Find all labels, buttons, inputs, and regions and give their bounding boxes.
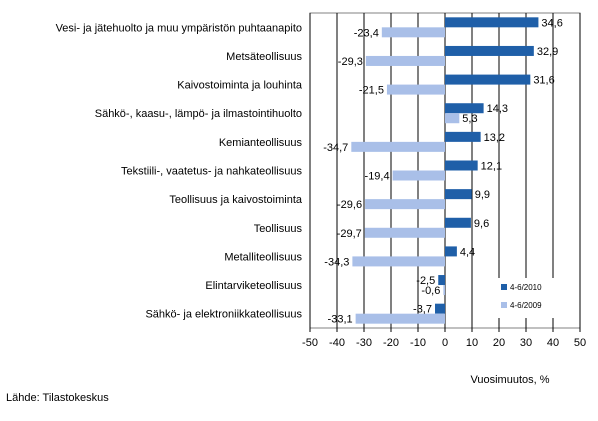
legend-box	[497, 278, 577, 318]
bar-2010	[445, 131, 481, 142]
bar-2010	[445, 74, 531, 85]
bar-2009	[365, 199, 445, 210]
bar-2009	[365, 55, 445, 66]
data-label: -29,6	[337, 199, 362, 211]
data-label: -3,7	[413, 304, 432, 316]
data-label: 13,2	[484, 132, 505, 144]
category-label: Kaivostoiminta ja louhinta	[177, 80, 303, 92]
bar-2009	[352, 256, 445, 267]
data-label: 9,6	[474, 218, 489, 230]
bar-2009	[351, 141, 445, 152]
category-label: Vesi- ja jätehuolto ja muu ympäristön pu…	[56, 22, 302, 34]
x-tick-label: -30	[356, 337, 372, 349]
bar-2009	[443, 285, 445, 296]
legend-label: 4-6/2010	[510, 283, 542, 292]
bar-2010	[445, 189, 472, 200]
bar-2010	[445, 45, 534, 56]
bar-2009	[381, 27, 445, 38]
data-label: 9,9	[475, 189, 490, 201]
data-label: 12,1	[481, 161, 502, 173]
category-label: Metsäteollisuus	[226, 51, 302, 63]
source-note: Lähde: Tilastokeskus	[6, 392, 109, 404]
data-label: -23,4	[354, 27, 379, 39]
data-label: 14,3	[487, 103, 508, 115]
bar-2009	[445, 113, 460, 124]
bar-2010	[445, 246, 457, 257]
bar-2009	[392, 170, 445, 181]
bar-2009	[355, 313, 445, 324]
data-label: 5,3	[462, 113, 477, 125]
data-label: 31,6	[533, 75, 554, 87]
legend-label: 4-6/2009	[510, 301, 542, 310]
x-tick-label: 0	[442, 337, 448, 349]
bar-2009	[364, 227, 445, 238]
legend-swatch	[501, 284, 507, 290]
data-label: 34,6	[541, 17, 562, 29]
bar-2010	[435, 303, 445, 314]
data-label: -34,3	[324, 256, 349, 268]
bar-2010	[445, 160, 478, 171]
legend: 4-6/2010 4-6/2009	[497, 278, 577, 318]
bar-2010	[438, 275, 445, 286]
data-label: -34,7	[323, 142, 348, 154]
category-label: Elintarviketeollisuus	[205, 280, 302, 292]
data-label: -19,4	[365, 171, 390, 183]
category-label: Kemianteollisuus	[219, 137, 303, 149]
category-label: Teollisuus	[254, 223, 303, 235]
bar-2010	[445, 103, 484, 114]
data-label: -21,5	[359, 85, 384, 97]
category-label: Sähkö- ja elektroniikkateollisuus	[145, 309, 302, 321]
x-tick-label: 50	[574, 337, 586, 349]
x-tick-label: 30	[520, 337, 532, 349]
category-label: Metalliteollisuus	[224, 251, 302, 263]
category-label: Sähkö-, kaasu-, lämpö- ja ilmastointihuo…	[95, 108, 302, 120]
category-label: Teollisuus ja kaivostoiminta	[169, 194, 303, 206]
x-tick-label: -10	[410, 337, 426, 349]
bar-2010	[445, 17, 539, 28]
data-label: -0,6	[421, 285, 440, 297]
x-tick-label: 20	[493, 337, 505, 349]
bar-2009	[386, 84, 445, 95]
data-label: -2,5	[416, 275, 435, 287]
x-tick-label: 40	[547, 337, 559, 349]
data-label: 32,9	[537, 46, 558, 58]
x-tick-label: -40	[329, 337, 345, 349]
category-label: Tekstiili-, vaatetus- ja nahkateollisuus	[121, 166, 302, 178]
data-label: -33,1	[328, 314, 353, 326]
x-tick-label: 10	[466, 337, 478, 349]
data-label: -29,7	[337, 228, 362, 240]
data-label: -29,3	[338, 56, 363, 68]
bar-2010	[445, 217, 471, 228]
x-tick-label: -20	[383, 337, 399, 349]
x-axis-label: Vuosimuutos, %	[470, 374, 549, 386]
data-label: 4,4	[460, 246, 475, 258]
legend-swatch	[501, 302, 507, 308]
x-tick-label: -50	[302, 337, 318, 349]
